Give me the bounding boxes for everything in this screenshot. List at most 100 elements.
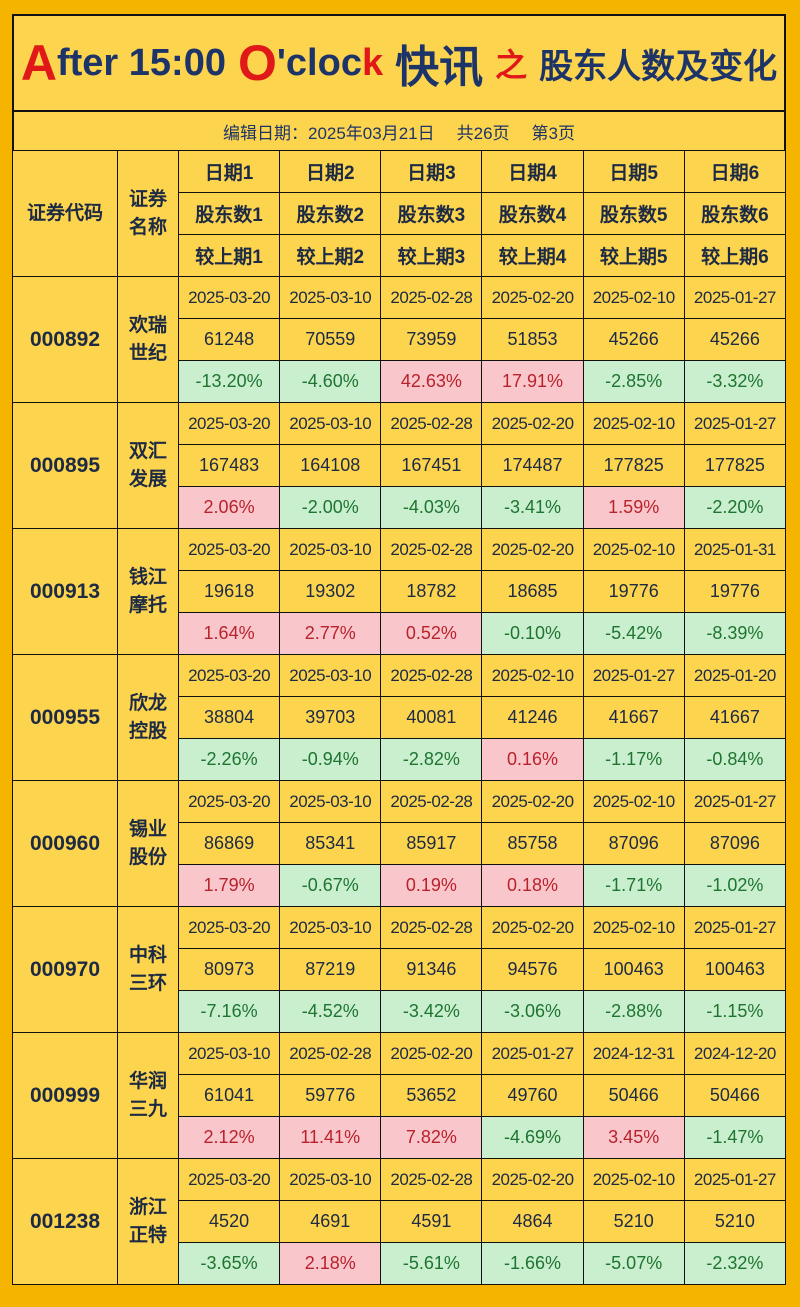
date-cell: 2025-01-27	[683, 402, 787, 445]
stock-name: 双汇发展	[117, 402, 179, 529]
holder-cell: 87219	[279, 948, 382, 991]
stock-name: 中科三环	[117, 906, 179, 1033]
holder-cell: 61041	[177, 1074, 281, 1117]
date-cell: 2025-01-27	[683, 276, 787, 319]
holder-cell: 53652	[380, 1074, 483, 1117]
stock-row: 167483 164108 167451 174487 177825 177825	[13, 444, 787, 487]
title-part: 之	[495, 47, 528, 83]
stock-code: 000895	[12, 402, 118, 529]
date-cell: 2025-02-28	[380, 780, 483, 823]
date-cell: 2025-01-27	[683, 1158, 787, 1201]
holder-cell: 39703	[279, 696, 382, 739]
change-cell: -2.85%	[582, 360, 685, 403]
holder-cell: 50466	[582, 1074, 685, 1117]
date-cell: 2025-02-28	[380, 528, 483, 571]
holder-cell: 177825	[683, 444, 787, 487]
date-cell: 2025-03-10	[177, 1032, 281, 1075]
column-header: 股东数4	[481, 192, 584, 235]
change-cell: 1.64%	[177, 612, 281, 655]
change-cell: -2.20%	[683, 486, 787, 529]
date-cell: 2025-03-10	[279, 780, 382, 823]
change-cell: -3.06%	[481, 990, 584, 1033]
column-header: 较上期5	[582, 234, 685, 277]
stock-name: 浙江正特	[117, 1158, 179, 1285]
change-cell: -4.03%	[380, 486, 483, 529]
stock-row: -13.20% -4.60% 42.63% 17.91% -2.85% -3.32%	[13, 360, 787, 403]
holder-cell: 45266	[582, 318, 685, 361]
date-cell: 2025-01-27	[481, 1032, 584, 1075]
date-cell: 2025-03-10	[279, 276, 382, 319]
date-cell: 2025-03-20	[177, 654, 281, 697]
holder-cell: 38804	[177, 696, 281, 739]
change-cell: 2.06%	[177, 486, 281, 529]
date-cell: 2025-03-10	[279, 402, 382, 445]
column-header: 日期3	[380, 150, 483, 193]
change-cell: -0.10%	[481, 612, 584, 655]
change-cell: -0.94%	[279, 738, 382, 781]
change-cell: -3.32%	[683, 360, 787, 403]
date-cell: 2025-03-20	[177, 906, 281, 949]
title-part: A	[20, 35, 57, 91]
holder-cell: 50466	[683, 1074, 787, 1117]
date-cell: 2025-02-28	[380, 402, 483, 445]
title-part: O	[237, 35, 277, 91]
change-cell: -2.88%	[582, 990, 685, 1033]
change-cell: -4.52%	[279, 990, 382, 1033]
change-cell: -1.15%	[683, 990, 787, 1033]
holder-cell: 59776	[279, 1074, 382, 1117]
holder-cell: 164108	[279, 444, 382, 487]
change-cell: -7.16%	[177, 990, 281, 1033]
holder-cell: 18782	[380, 570, 483, 613]
date-cell: 2025-02-28	[380, 654, 483, 697]
change-cell: 0.52%	[380, 612, 483, 655]
date-cell: 2025-01-20	[683, 654, 787, 697]
holder-cell: 91346	[380, 948, 483, 991]
change-cell: -0.67%	[279, 864, 382, 907]
change-cell: -1.02%	[683, 864, 787, 907]
stock-row: 1.64% 2.77% 0.52% -0.10% -5.42% -8.39%	[13, 612, 787, 655]
title-part: fter 15:00	[56, 41, 226, 84]
stock-row: 61248 70559 73959 51853 45266 45266	[13, 318, 787, 361]
column-header: 较上期1	[177, 234, 281, 277]
holder-cell: 100463	[683, 948, 787, 991]
column-header: 较上期6	[683, 234, 787, 277]
column-header: 日期5	[582, 150, 685, 193]
header-row: 较上期1 较上期2 较上期3 较上期4 较上期5 较上期6	[13, 234, 787, 277]
date-cell: 2025-01-27	[683, 906, 787, 949]
change-cell: 1.59%	[582, 486, 685, 529]
change-cell: -3.41%	[481, 486, 584, 529]
date-cell: 2025-03-20	[177, 780, 281, 823]
stock-row: 000970 中科三环 2025-03-20 2025-03-10 2025-02-28…	[12, 906, 787, 1033]
column-header: 股东数1	[177, 192, 281, 235]
stock-row: 2.12% 11.41% 7.82% -4.69% 3.45% -1.47%	[13, 1116, 787, 1159]
change-cell: -0.84%	[683, 738, 787, 781]
stock-row: 000895 双汇发展 2025-03-20 2025-03-10 2025-02-28…	[12, 402, 787, 529]
title-part: 快讯	[395, 43, 484, 92]
date-cell: 2025-02-10	[481, 654, 584, 697]
change-cell: 2.18%	[279, 1242, 382, 1285]
stock-row: 000955 欣龙控股 2025-03-20 2025-03-10 2025-02-28…	[12, 654, 787, 781]
holder-cell: 40081	[380, 696, 483, 739]
date-cell: 2025-03-20	[177, 1158, 281, 1201]
stock-row: -7.16% -4.52% -3.42% -3.06% -2.88% -1.15%	[13, 990, 787, 1033]
sheet: A fter 15:00 O 'cloc k 快讯 之 股东人数及变化 编辑日期…	[12, 14, 787, 1285]
holder-cell: 85758	[481, 822, 584, 865]
holder-cell: 19302	[279, 570, 382, 613]
stock-code: 000955	[12, 654, 118, 781]
change-cell: -2.00%	[279, 486, 382, 529]
edit-date: 编辑日期：2025年03月21日	[222, 123, 435, 143]
change-cell: -2.82%	[380, 738, 483, 781]
date-cell: 2025-02-10	[582, 402, 685, 445]
stock-row: 000960 锡业股份 2025-03-20 2025-03-10 2025-02-28…	[12, 780, 787, 907]
header-row: 证券代码 证券名称 日期1 日期2 日期3 日期4 日期5 日期6	[12, 150, 787, 277]
holder-cell: 70559	[279, 318, 382, 361]
date-cell: 2025-02-10	[582, 906, 685, 949]
change-cell: 2.12%	[177, 1116, 281, 1159]
stock-name: 华润三九	[117, 1032, 179, 1159]
change-cell: -4.60%	[279, 360, 382, 403]
date-cell: 2025-02-20	[380, 1032, 483, 1075]
change-cell: -2.32%	[683, 1242, 787, 1285]
stock-code: 000970	[12, 906, 118, 1033]
stock-row: 2.06% -2.00% -4.03% -3.41% 1.59% -2.20%	[13, 486, 787, 529]
